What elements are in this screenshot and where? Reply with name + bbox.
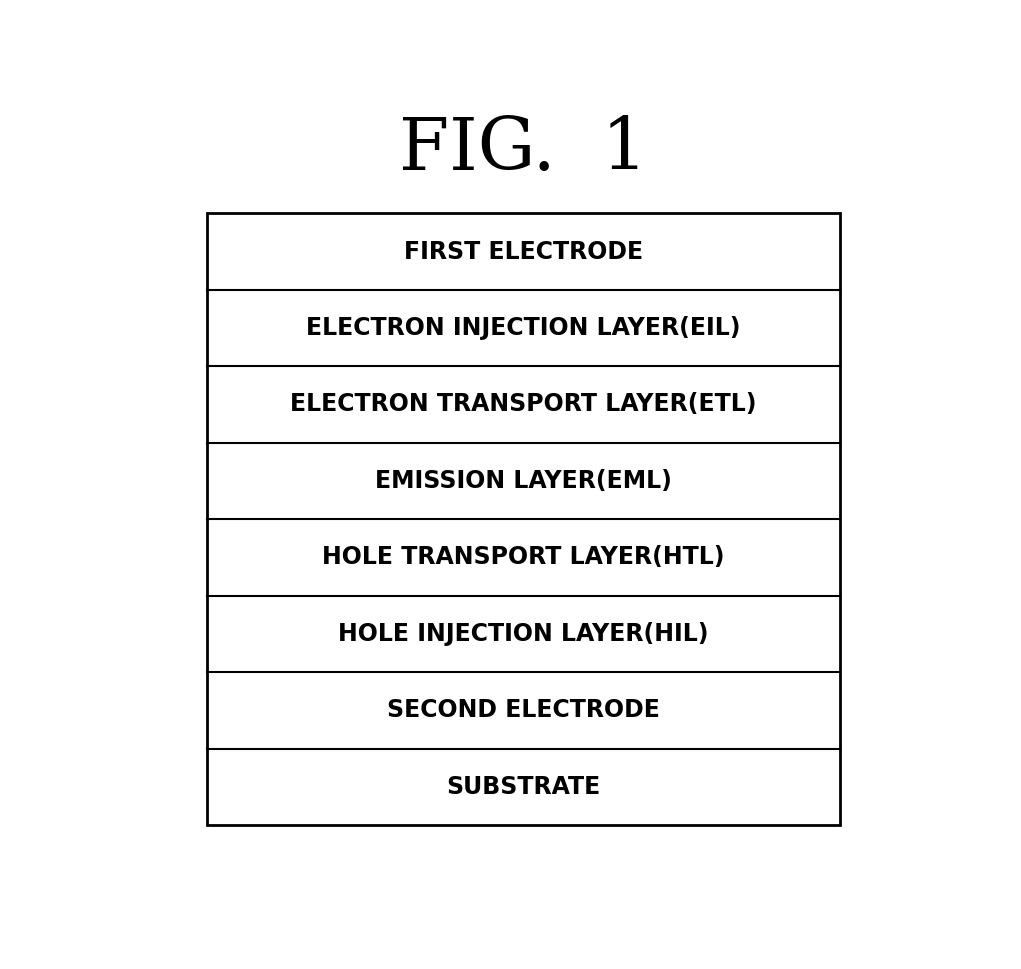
- Text: FIRST ELECTRODE: FIRST ELECTRODE: [403, 239, 643, 264]
- Text: ELECTRON INJECTION LAYER(EIL): ELECTRON INJECTION LAYER(EIL): [306, 316, 740, 340]
- Text: HOLE INJECTION LAYER(HIL): HOLE INJECTION LAYER(HIL): [338, 622, 709, 646]
- Text: HOLE TRANSPORT LAYER(HTL): HOLE TRANSPORT LAYER(HTL): [322, 546, 725, 570]
- Text: SECOND ELECTRODE: SECOND ELECTRODE: [387, 699, 660, 722]
- Text: FIG.  1: FIG. 1: [399, 114, 647, 185]
- Text: ELECTRON TRANSPORT LAYER(ETL): ELECTRON TRANSPORT LAYER(ETL): [290, 392, 757, 417]
- Bar: [206, 213, 839, 826]
- Text: EMISSION LAYER(EML): EMISSION LAYER(EML): [375, 469, 672, 493]
- Text: SUBSTRATE: SUBSTRATE: [446, 775, 600, 798]
